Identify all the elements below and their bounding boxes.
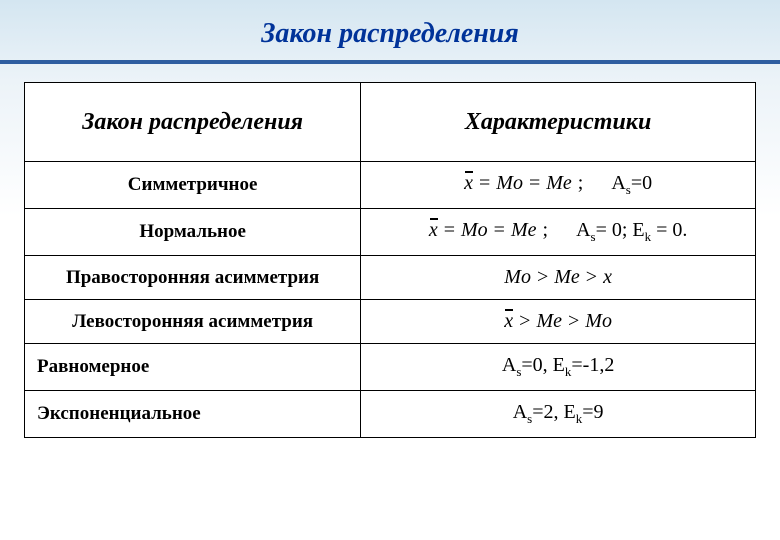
characteristic-cell: As=0, Ek=-1,2: [361, 344, 756, 391]
characteristic-cell: x = Mo = Me;As= 0; Ek = 0.: [361, 209, 756, 256]
table-row: Правосторонняя асимметрияMo > Me > x: [25, 256, 756, 300]
col-header-char: Характеристики: [361, 83, 756, 162]
table-row: ЭкспоненциальноеAs=2, Ek=9: [25, 391, 756, 438]
characteristic-cell: As=2, Ek=9: [361, 391, 756, 438]
table-container: Закон распределения Характеристики Симме…: [0, 82, 780, 438]
col-header-law: Закон распределения: [25, 83, 361, 162]
page-title: Закон распределения: [0, 0, 780, 60]
table-header-row: Закон распределения Характеристики: [25, 83, 756, 162]
slide: Закон распределения Закон распределения …: [0, 0, 780, 540]
law-cell: Правосторонняя асимметрия: [25, 256, 361, 300]
characteristic-cell: x > Me > Mo: [361, 300, 756, 344]
law-cell: Равномерное: [25, 344, 361, 391]
law-cell: Симметричное: [25, 162, 361, 209]
table-body: Симметричноеx = Mo = Me;As=0Нормальноеx …: [25, 162, 756, 438]
characteristic-cell: Mo > Me > x: [361, 256, 756, 300]
table-row: Симметричноеx = Mo = Me;As=0: [25, 162, 756, 209]
title-underline: [0, 60, 780, 64]
law-cell: Левосторонняя асимметрия: [25, 300, 361, 344]
table-row: Нормальноеx = Mo = Me;As= 0; Ek = 0.: [25, 209, 756, 256]
characteristic-cell: x = Mo = Me;As=0: [361, 162, 756, 209]
table-row: РавномерноеAs=0, Ek=-1,2: [25, 344, 756, 391]
distribution-table: Закон распределения Характеристики Симме…: [24, 82, 756, 438]
law-cell: Экспоненциальное: [25, 391, 361, 438]
table-row: Левосторонняя асимметрияx > Me > Mo: [25, 300, 756, 344]
law-cell: Нормальное: [25, 209, 361, 256]
